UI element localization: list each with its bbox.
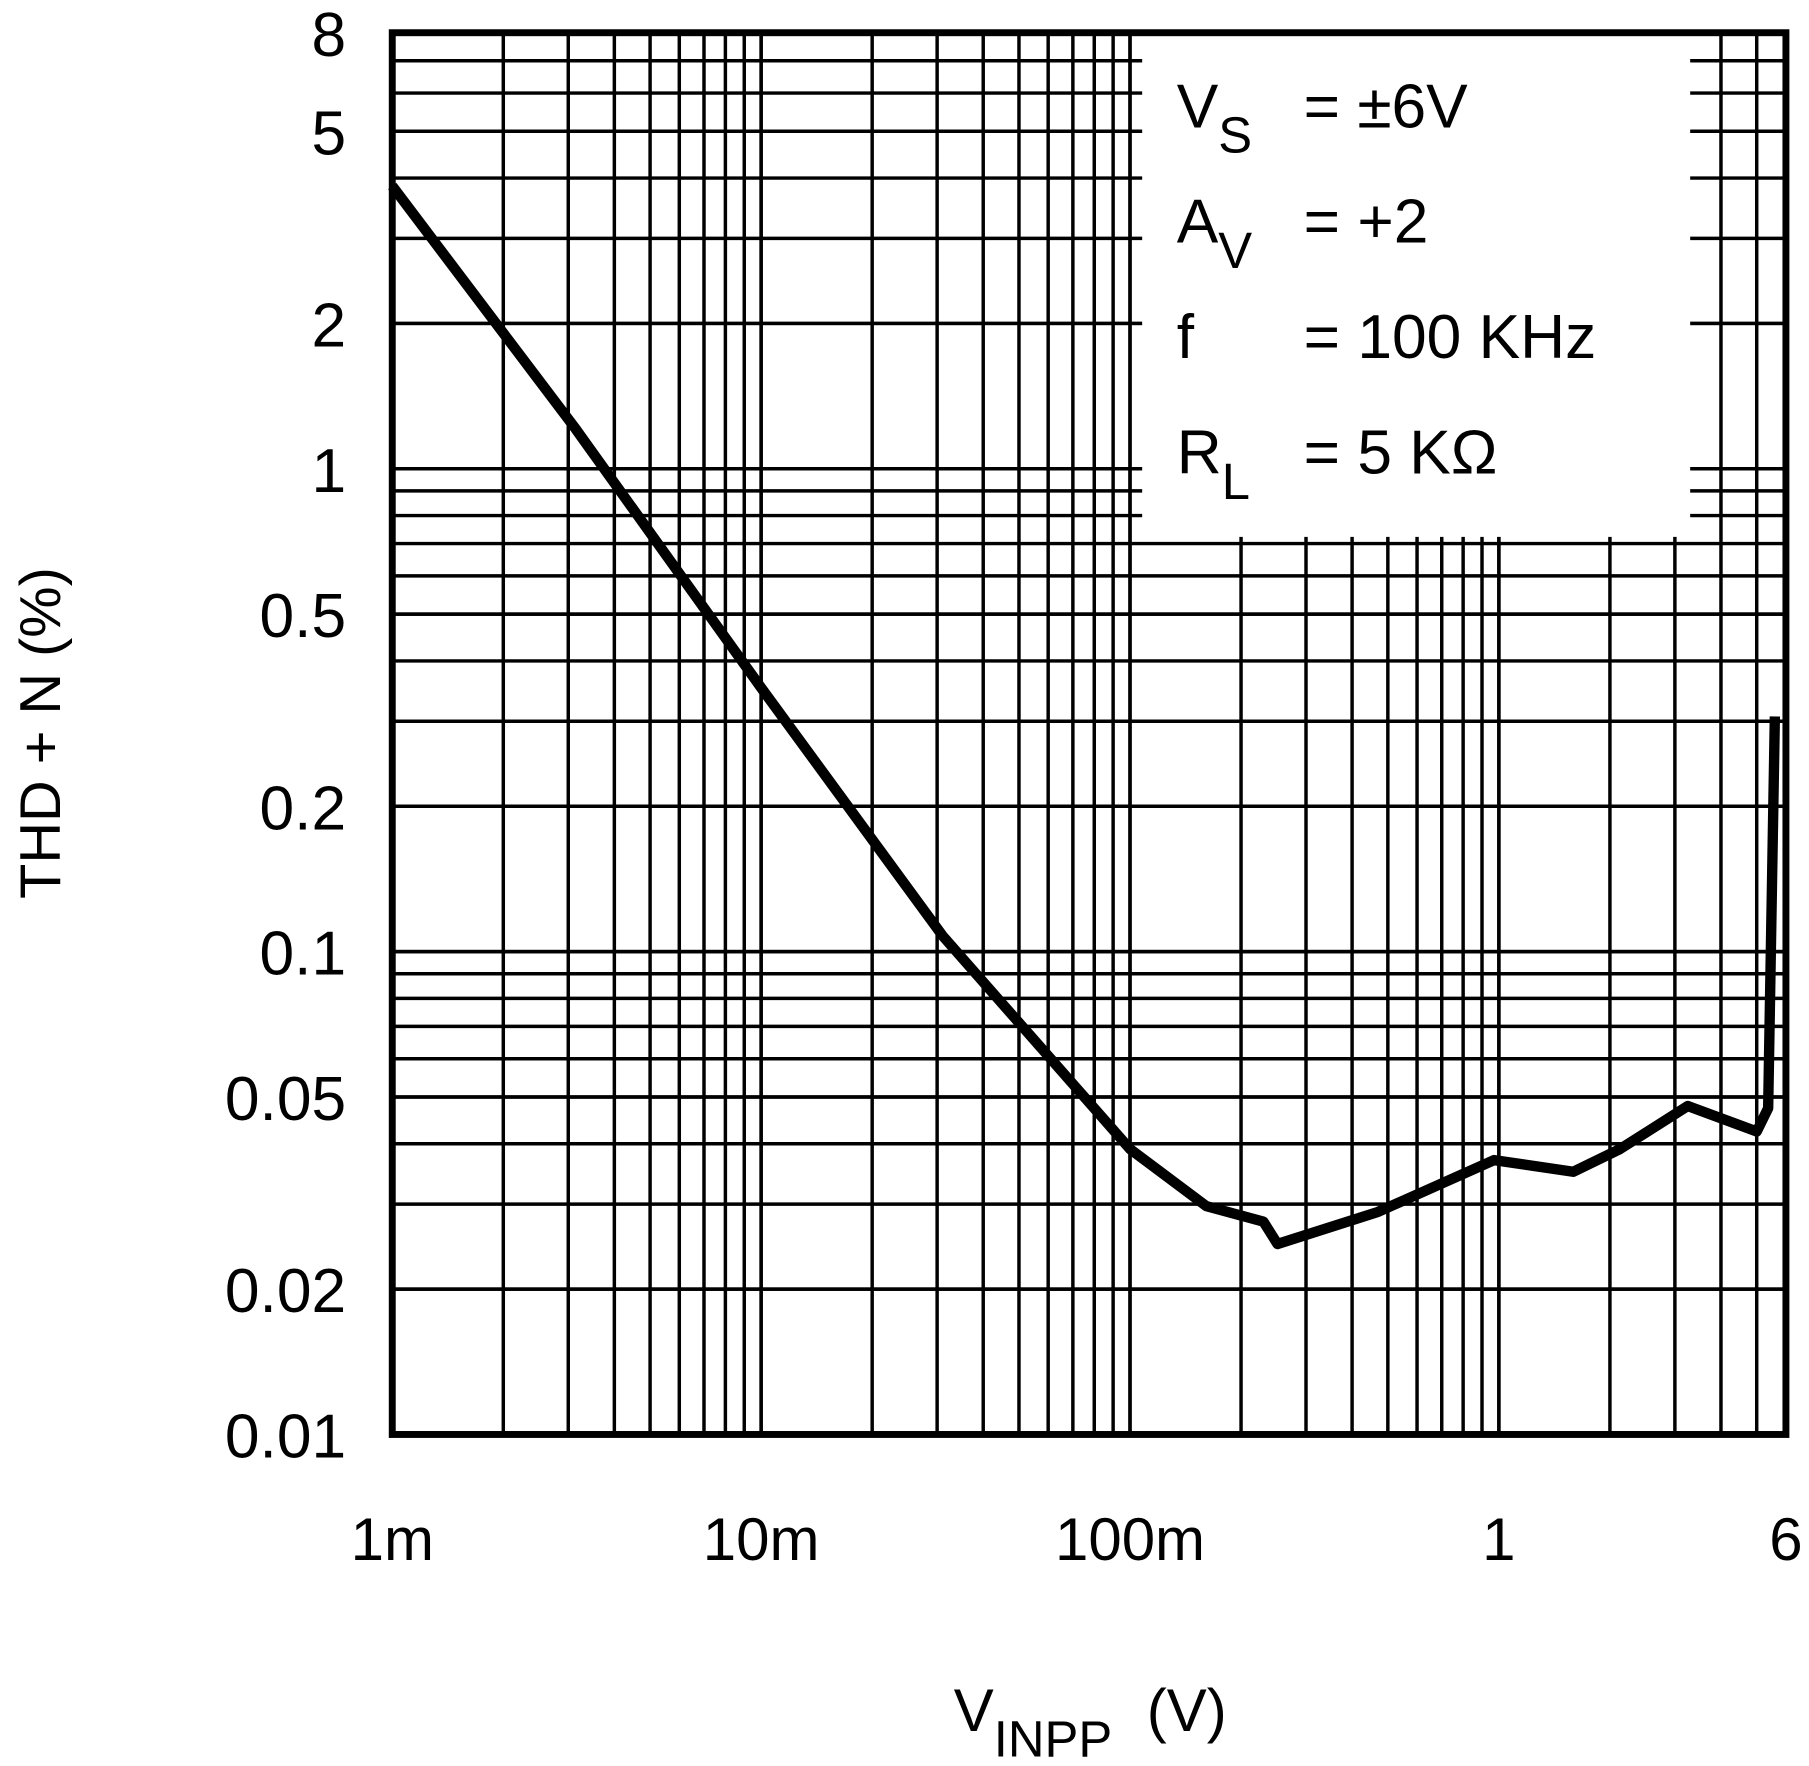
plot-frame bbox=[388, 29, 1790, 1438]
x-label-unit: (V) bbox=[1147, 1677, 1227, 1744]
x-label-main: V bbox=[954, 1677, 994, 1744]
x-label-sub: INPP bbox=[994, 1710, 1112, 1766]
annotation-sub: S bbox=[1218, 107, 1252, 164]
x-tick-label: 100m bbox=[1055, 1506, 1205, 1573]
y-tick-label: 0.5 bbox=[260, 582, 347, 651]
y-tick-label: 5 bbox=[311, 99, 346, 168]
annotation-main: f bbox=[1177, 303, 1195, 372]
x-tick-label: 10m bbox=[703, 1506, 820, 1573]
annotation: AV = +2 bbox=[1177, 188, 1429, 279]
y-tick-label: 2 bbox=[311, 291, 346, 360]
y-tick-label: 0.2 bbox=[260, 774, 347, 843]
annotation-sub: V bbox=[1218, 222, 1252, 279]
annotation-sub: L bbox=[1222, 453, 1250, 510]
x-axis-label: VINPP (V) bbox=[954, 1677, 1227, 1766]
annotation-rest: = 100 KHz bbox=[1304, 303, 1597, 372]
annotation: VS = ±6V bbox=[1177, 72, 1468, 163]
y-tick-label: 0.05 bbox=[225, 1065, 346, 1134]
data-line bbox=[388, 182, 1781, 1250]
annotation-main: V bbox=[1177, 72, 1219, 141]
y-tick-label: 0.01 bbox=[225, 1403, 346, 1472]
annotation-rest: = 5 KΩ bbox=[1304, 418, 1498, 487]
y-tick-label: 1 bbox=[311, 437, 346, 506]
marks bbox=[388, 182, 1781, 1250]
y-tick-label: 8 bbox=[311, 1, 346, 70]
annotation-main: R bbox=[1177, 418, 1222, 487]
annotation-rest: = ±6V bbox=[1304, 72, 1468, 141]
y-tick-label: 0.02 bbox=[225, 1257, 346, 1326]
annotation-rest: = +2 bbox=[1304, 188, 1429, 257]
annotation: f = 100 KHz bbox=[1177, 303, 1596, 372]
x-tick-label: 6 bbox=[1769, 1506, 1802, 1573]
annotation: RL = 5 KΩ bbox=[1177, 418, 1498, 509]
annotation-box bbox=[1142, 35, 1691, 537]
x-tick-label: 1 bbox=[1482, 1506, 1515, 1573]
y-tick-label: 0.1 bbox=[260, 920, 347, 989]
y-axis-label: THD + N (%) bbox=[9, 567, 73, 899]
x-tick-label: 1m bbox=[351, 1506, 434, 1573]
annotation-main: A bbox=[1177, 188, 1219, 257]
